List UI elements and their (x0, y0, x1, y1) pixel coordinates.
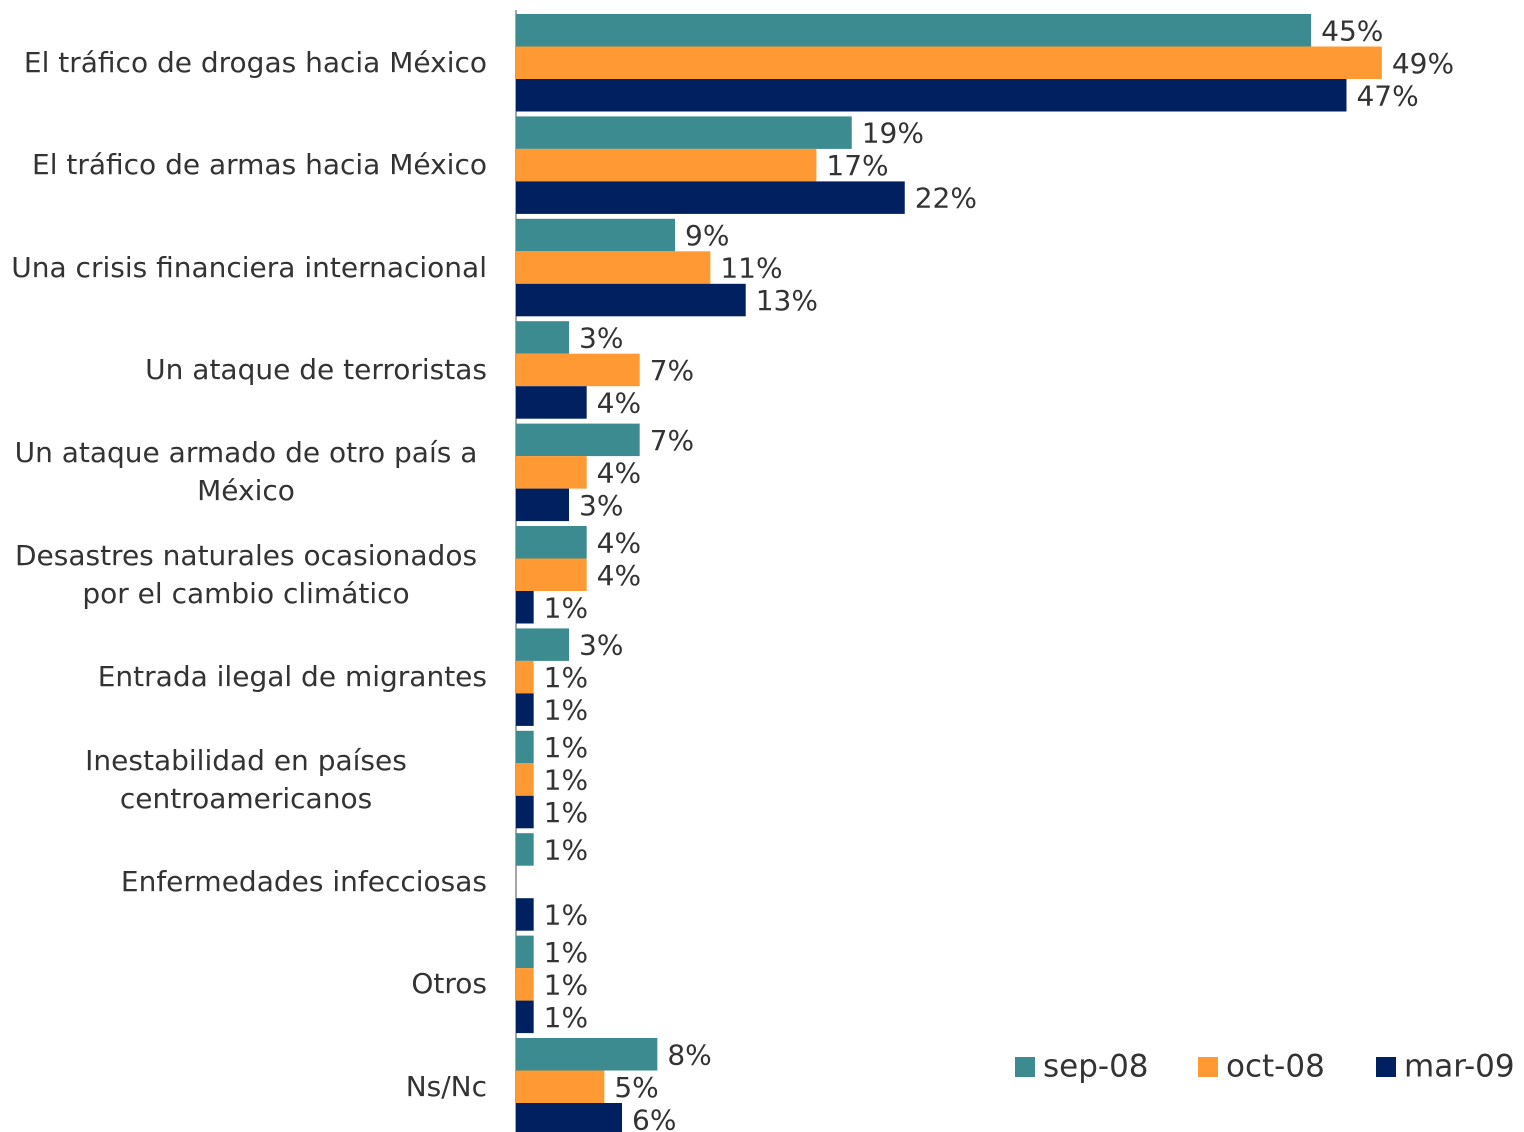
value-label: 1% (544, 591, 588, 624)
category-label: Ns/Nc (405, 1069, 487, 1103)
value-label: 47% (1356, 79, 1418, 112)
value-label: 1% (544, 764, 588, 797)
bar (516, 968, 534, 1001)
legend-label: sep-08 (1043, 1049, 1149, 1085)
bar (516, 456, 587, 489)
category-label: Inestabilidad en países centroamericanos (85, 743, 407, 815)
value-label: 1% (544, 1001, 588, 1034)
bar (516, 1038, 658, 1071)
legend-swatch (1376, 1057, 1396, 1077)
legend-label: mar-09 (1404, 1049, 1515, 1085)
bar (516, 386, 587, 419)
bar (516, 1103, 623, 1132)
value-label: 17% (826, 149, 888, 182)
value-label: 1% (544, 968, 588, 1001)
category-label: Desastres naturales ocasionados por el c… (14, 538, 478, 610)
category-label: Otros (411, 967, 487, 1001)
bar (516, 660, 534, 694)
legend-label: oct-08 (1226, 1049, 1325, 1085)
bar (516, 795, 534, 829)
bar (516, 628, 570, 661)
bar (516, 218, 676, 252)
bar (516, 833, 534, 866)
bar (516, 423, 640, 457)
bar (516, 693, 534, 726)
bar (516, 251, 711, 284)
value-label: 1% (544, 694, 588, 727)
category-label: Enfermedades infecciosas (120, 864, 487, 898)
value-label: 45% (1321, 14, 1383, 47)
bar (516, 730, 534, 764)
bar (516, 935, 534, 969)
value-label: 1% (544, 796, 588, 829)
value-label: 11% (720, 252, 782, 285)
category-label: Un ataque de terroristas (145, 352, 487, 386)
bar (516, 591, 534, 624)
value-label: 3% (579, 321, 623, 354)
value-label: 5% (614, 1071, 658, 1104)
legend-swatch (1015, 1057, 1035, 1077)
value-label: 1% (544, 833, 588, 866)
value-label: 8% (667, 1038, 711, 1071)
value-label: 1% (544, 661, 588, 694)
category-label: Entrada ilegal de migrantes (97, 660, 487, 694)
value-label: 6% (632, 1103, 676, 1132)
value-label: 13% (756, 284, 818, 317)
value-label: 4% (597, 386, 641, 419)
bar (516, 763, 534, 796)
category-label: El tráfico de drogas hacia México (23, 45, 487, 79)
value-label: 19% (862, 117, 924, 150)
bar (516, 558, 587, 591)
bar (516, 526, 587, 559)
bar (516, 148, 817, 182)
bar (516, 283, 746, 317)
value-label: 4% (597, 526, 641, 559)
value-label: 3% (579, 629, 623, 662)
bar (516, 1070, 605, 1103)
value-label: 7% (650, 424, 694, 457)
bar (516, 898, 534, 931)
bar (516, 79, 1347, 112)
bar (516, 116, 852, 149)
value-label: 4% (597, 456, 641, 489)
bar (516, 488, 570, 522)
bar (516, 46, 1382, 79)
category-label: Una crisis financiera internacional (11, 250, 487, 284)
value-label: 1% (544, 731, 588, 764)
value-label: 22% (915, 182, 977, 215)
bar (516, 14, 1312, 47)
category-label: Un ataque armado de otro país a México (14, 436, 478, 508)
legend-swatch (1198, 1057, 1218, 1077)
value-label: 4% (597, 559, 641, 592)
value-label: 1% (544, 898, 588, 931)
category-label: El tráfico de armas hacia México (32, 148, 487, 182)
bar (516, 181, 905, 214)
value-label: 7% (650, 354, 694, 387)
value-label: 9% (685, 219, 729, 252)
value-label: 3% (579, 489, 623, 522)
bar (516, 1000, 534, 1034)
bar (516, 353, 640, 387)
bar (516, 321, 570, 354)
value-label: 1% (544, 936, 588, 969)
value-label: 49% (1392, 47, 1454, 80)
